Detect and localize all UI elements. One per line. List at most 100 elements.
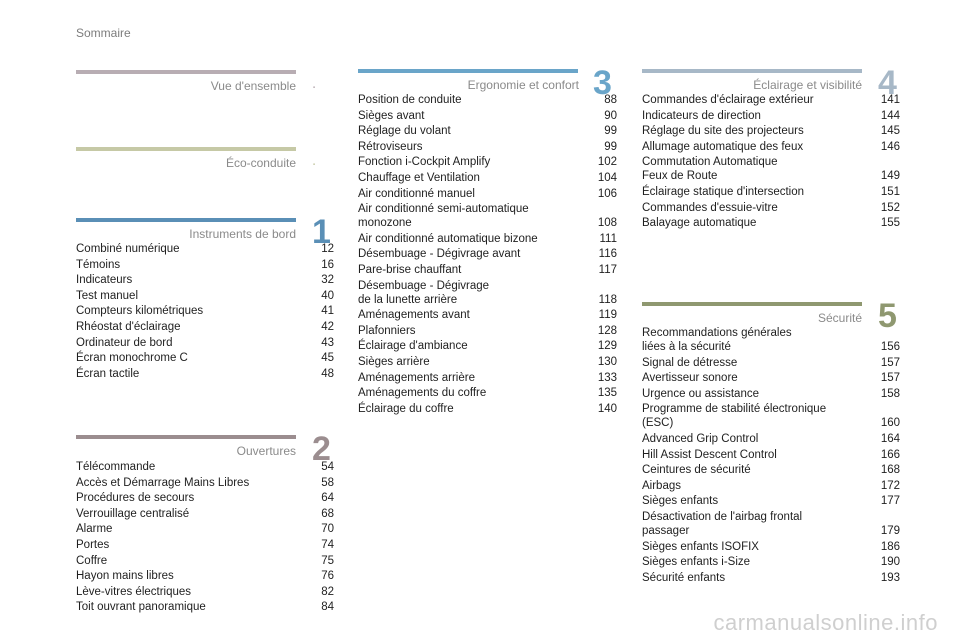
toc-entry[interactable]: Écran tactile 48 [76, 367, 334, 381]
toc-entry[interactable]: Recommandations générales liées à la séc… [642, 326, 900, 354]
toc-entry-page: 130 [597, 355, 617, 368]
section-title[interactable]: Ouvertures [236, 444, 296, 458]
section-title[interactable]: Vue d'ensemble [210, 79, 296, 93]
toc-entry[interactable]: Chauffage et Ventilation 104 [358, 171, 617, 185]
section-title[interactable]: Éco-conduite [225, 156, 296, 170]
toc-entry-label: Avertisseur sonore [642, 372, 738, 385]
toc-entry[interactable]: Allumage automatique des feux 146 [642, 140, 900, 154]
toc-entry[interactable]: Commandes d'éclairage extérieur 141 [642, 93, 900, 107]
toc-entry[interactable]: Aménagements avant 119 [358, 308, 617, 322]
toc-entry-page: 54 [321, 461, 334, 473]
toc-entry[interactable]: Plafonniers 128 [358, 324, 617, 338]
section-bar [76, 435, 296, 439]
toc-entry-page: 177 [880, 495, 900, 508]
toc-entry[interactable]: Sièges arrière 130 [358, 355, 617, 369]
toc-entry[interactable]: Combiné numérique 12 [76, 242, 334, 256]
section-securite: Sécurité 5 Recommandations générales lié… [642, 297, 900, 592]
toc-entry-page: 160 [880, 417, 900, 430]
toc-entry[interactable]: Ceintures de sécurité 168 [642, 463, 900, 477]
section-title[interactable]: Éclairage et visibilité [753, 78, 862, 92]
section-number: 5 [878, 297, 897, 335]
toc-entry[interactable]: Fonction i-Cockpit Amplify 102 [358, 155, 617, 169]
toc-entry-label: Recommandations générales liées à la séc… [642, 327, 792, 353]
toc-entry-page: 43 [321, 336, 334, 349]
toc-entry[interactable]: Programme de stabilité électronique (ESC… [642, 402, 900, 430]
toc-entry[interactable]: Indicateurs 32 [76, 273, 334, 287]
toc-entry[interactable]: Alarme 70 [76, 522, 334, 536]
toc-entry[interactable]: Avertisseur sonore 157 [642, 371, 900, 385]
toc-entry[interactable]: Air conditionné automatique bizone 111 [358, 232, 617, 246]
toc-entry[interactable]: Désembuage - Dégivrage de la lunette arr… [358, 279, 617, 307]
toc-entry[interactable]: Éclairage d'ambiance 129 [358, 339, 617, 353]
toc-entry[interactable]: Toit ouvrant panoramique 84 [76, 600, 334, 614]
toc-entry[interactable]: Aménagements arrière 133 [358, 371, 617, 385]
section-bar [76, 70, 296, 74]
toc-entry[interactable]: Sécurité enfants 193 [642, 571, 900, 585]
toc-entry[interactable]: Position de conduite 88 [358, 93, 617, 107]
toc-entry[interactable]: Advanced Grip Control 164 [642, 432, 900, 446]
toc-entry-label: Airbags [642, 479, 681, 492]
toc-entry-page: 166 [880, 448, 900, 461]
toc-entry-page: 141 [880, 94, 900, 106]
toc-entry[interactable]: Balayage automatique 155 [642, 216, 900, 230]
section-title[interactable]: Instruments de bord [189, 227, 296, 241]
toc-entry[interactable]: Accès et Démarrage Mains Libres 58 [76, 476, 334, 490]
toc-entry[interactable]: Rhéostat d'éclairage 42 [76, 320, 334, 334]
toc-entry[interactable]: Commutation Automatique Feux de Route 149 [642, 155, 900, 183]
toc-entry[interactable]: Air conditionné semi-automatique monozon… [358, 202, 617, 230]
toc-entry[interactable]: Lève-vitres électriques 82 [76, 585, 334, 599]
toc-entry-page: 151 [880, 185, 900, 198]
section-bar [358, 69, 578, 73]
toc-entry[interactable]: Réglage du volant 99 [358, 124, 617, 138]
toc-entry[interactable]: Procédures de secours 64 [76, 491, 334, 505]
toc-entry-page: 157 [880, 356, 900, 369]
toc-entry[interactable]: Éclairage statique d'intersection 151 [642, 185, 900, 199]
section-title[interactable]: Ergonomie et confort [467, 78, 579, 92]
toc-entry[interactable]: Sièges enfants i-Size 190 [642, 555, 900, 569]
toc-entry[interactable]: Sièges avant 90 [358, 109, 617, 123]
toc-entry[interactable]: Ordinateur de bord 43 [76, 336, 334, 350]
toc-entry[interactable]: Rétroviseurs 99 [358, 140, 617, 154]
toc-entry[interactable]: Sièges enfants 177 [642, 494, 900, 508]
toc-entry-label: Allumage automatique des feux [642, 140, 804, 153]
toc-entry[interactable]: Éclairage du coffre 140 [358, 402, 617, 416]
toc-entry-label: Lève-vitres électriques [76, 585, 192, 598]
section-eco-conduite: Éco-conduite . [76, 147, 316, 177]
toc-entry[interactable]: Signal de détresse 157 [642, 356, 900, 370]
toc-entry[interactable]: Aménagements du coffre 135 [358, 386, 617, 400]
toc-entry[interactable]: Télécommande 54 [76, 460, 334, 474]
toc-entry[interactable]: Hayon mains libres 76 [76, 569, 334, 583]
toc-entry-label: Combiné numérique [76, 243, 180, 255]
page-title: Sommaire [76, 26, 131, 40]
toc-entry[interactable]: Portes 74 [76, 538, 334, 552]
toc-entry-page: 74 [321, 538, 334, 551]
toc-entry[interactable]: Test manuel 40 [76, 289, 334, 303]
toc-entry-page: 146 [880, 140, 900, 153]
toc-entry[interactable]: Verrouillage centralisé 68 [76, 507, 334, 521]
toc-entry-page: 116 [598, 248, 617, 261]
toc-entry[interactable]: Écran monochrome C 45 [76, 351, 334, 365]
toc-entry[interactable]: Coffre 75 [76, 554, 334, 568]
toc-entry[interactable]: Commandes d'essuie-vitre 152 [642, 201, 900, 215]
toc-entry[interactable]: Témoins 16 [76, 258, 334, 272]
toc-entry[interactable]: Désactivation de l'airbag frontal passag… [642, 510, 900, 538]
toc-entry[interactable]: Indicateurs de direction 144 [642, 109, 900, 123]
toc-entry-label: Coffre [76, 554, 108, 567]
toc-entry[interactable]: Urgence ou assistance 158 [642, 387, 900, 401]
toc-entry[interactable]: Désembuage - Dégivrage avant 116 [358, 247, 617, 261]
toc-entry[interactable]: Airbags 172 [642, 479, 900, 493]
toc-entry-page: 145 [880, 125, 900, 138]
section-title[interactable]: Sécurité [817, 311, 862, 325]
toc-entry[interactable]: Pare-brise chauffant 117 [358, 263, 617, 277]
toc-entry-page: 118 [598, 293, 617, 306]
toc-entry[interactable]: Compteurs kilométriques 41 [76, 304, 334, 318]
toc-entry[interactable]: Réglage du site des projecteurs 145 [642, 124, 900, 138]
toc-entry[interactable]: Hill Assist Descent Control 166 [642, 448, 900, 462]
toc-entry-page: 32 [321, 274, 334, 287]
toc-entry[interactable]: Air conditionné manuel 106 [358, 187, 617, 201]
toc-entry[interactable]: Sièges enfants ISOFIX 186 [642, 540, 900, 554]
toc-entry-page: 152 [880, 201, 900, 214]
toc-entry-label: Sièges enfants [642, 495, 719, 508]
toc-entry-label: Alarme [76, 523, 113, 536]
watermark-text: carmanualsonline.info [713, 610, 938, 635]
